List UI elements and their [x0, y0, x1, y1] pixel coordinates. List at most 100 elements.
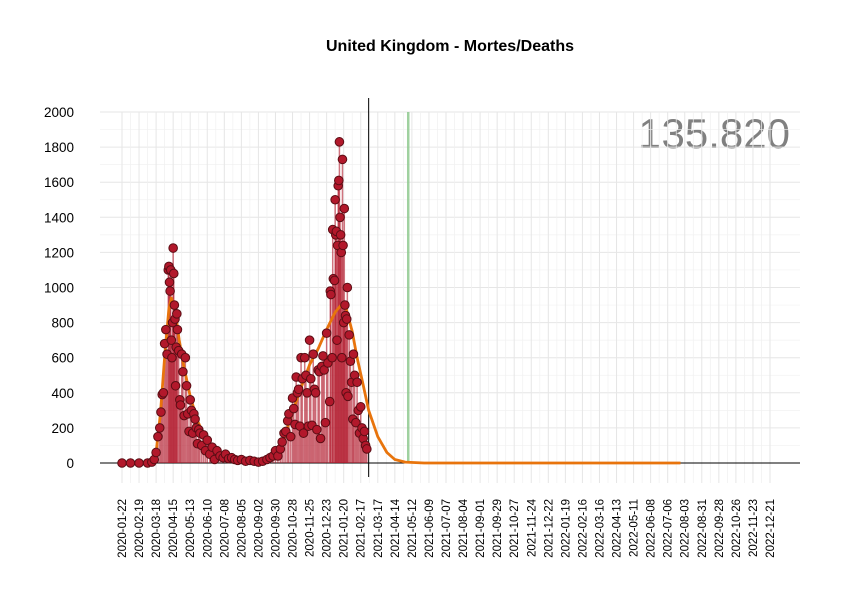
daily-death-point	[332, 335, 342, 345]
daily-death-point	[312, 424, 322, 435]
daily-death-point	[172, 324, 183, 335]
daily-death-point	[304, 335, 315, 345]
y-tick-label: 0	[66, 456, 74, 471]
total-deaths-label: 135.820	[638, 110, 790, 157]
x-tick-label: 2021-12-22	[543, 499, 555, 558]
daily-death-point	[285, 431, 296, 442]
daily-death-point	[166, 335, 177, 345]
daily-death-point	[339, 203, 350, 214]
daily-death-point	[335, 230, 346, 240]
daily-death-point	[153, 431, 163, 442]
daily-death-point	[169, 300, 180, 310]
daily-death-point	[334, 175, 344, 186]
daily-death-point	[151, 447, 161, 458]
daily-death-point	[277, 437, 287, 447]
daily-death-point	[342, 282, 353, 293]
x-tick-label: 2020-08-05	[236, 499, 248, 558]
daily-death-point	[164, 277, 175, 288]
daily-death-point	[329, 275, 340, 286]
y-tick-label: 400	[51, 386, 74, 401]
x-tick-label: 2020-06-10	[202, 499, 214, 558]
daily-death-point	[334, 137, 345, 147]
x-tick-label: 2022-01-19	[560, 499, 572, 558]
y-tick-label: 1000	[44, 281, 74, 296]
daily-death-point	[344, 330, 354, 340]
y-tick-label: 1400	[44, 210, 74, 225]
x-tick-label: 2022-07-06	[663, 499, 675, 558]
x-tick-label: 2020-01-22	[117, 499, 129, 558]
daily-death-point	[362, 444, 372, 454]
daily-death-point	[202, 435, 213, 445]
daily-death-point	[359, 426, 370, 437]
daily-death-point	[299, 352, 310, 363]
x-tick-label: 2022-06-08	[646, 499, 658, 558]
y-tick-label: 200	[51, 421, 74, 436]
x-tick-label: 2022-04-13	[612, 499, 624, 558]
y-axis-ticks: 0 200 400 600 800 1000 1200 1400 1600 1800 2000	[44, 105, 74, 471]
x-tick-label: 2020-04-15	[168, 499, 180, 558]
x-tick-label: 2020-02-19	[134, 499, 146, 558]
x-tick-label: 2020-09-02	[253, 499, 265, 558]
x-tick-label: 2021-01-20	[339, 499, 351, 558]
daily-death-point	[351, 417, 361, 428]
x-tick-label: 2020-11-25	[305, 499, 317, 557]
daily-death-point	[321, 328, 332, 338]
x-tick-label: 2021-03-17	[373, 499, 385, 558]
daily-death-point	[337, 352, 347, 363]
daily-death-point	[341, 314, 352, 324]
daily-death-point	[172, 309, 182, 319]
daily-death-point	[310, 388, 321, 398]
y-tick-label: 1200	[44, 245, 74, 260]
y-tick-label: 1800	[44, 140, 74, 155]
daily-death-point	[180, 352, 191, 363]
daily-death-point	[167, 352, 177, 363]
x-tick-label: 2021-10-27	[509, 499, 521, 558]
daily-death-point	[330, 194, 340, 205]
daily-death-point	[298, 428, 309, 438]
x-tick-label: 2021-05-12	[407, 499, 419, 558]
x-tick-label: 2022-11-23	[748, 499, 760, 557]
daily-death-point	[305, 373, 316, 384]
daily-death-point	[158, 388, 169, 398]
x-tick-label: 2021-08-04	[458, 498, 470, 557]
daily-death-point	[170, 380, 181, 391]
daily-death-point	[335, 212, 345, 223]
daily-death-point	[125, 458, 136, 468]
daily-death-point	[165, 286, 175, 296]
x-tick-label: 2022-05-11	[629, 499, 641, 557]
x-tick-label: 2021-07-07	[441, 499, 453, 558]
x-tick-label: 2021-09-01	[475, 499, 487, 558]
daily-death-point	[181, 380, 192, 391]
daily-death-point	[156, 407, 166, 417]
daily-points-series	[117, 137, 372, 468]
x-tick-label: 2020-12-23	[322, 499, 334, 558]
grid-lines	[100, 111, 800, 483]
daily-death-point	[154, 423, 165, 433]
daily-death-point	[343, 391, 353, 402]
x-tick-label: 2022-02-16	[577, 499, 589, 558]
daily-death-point	[320, 417, 331, 428]
x-tick-label: 2021-04-14	[390, 498, 402, 557]
daily-death-point	[293, 384, 304, 395]
x-tick-label: 2022-08-31	[697, 499, 709, 558]
x-tick-label: 2020-07-08	[219, 499, 231, 558]
daily-death-point	[318, 351, 328, 361]
daily-death-point	[348, 349, 359, 359]
daily-death-point	[308, 349, 319, 359]
daily-death-point	[315, 433, 326, 444]
x-tick-label: 2020-10-28	[288, 499, 300, 558]
y-tick-label: 600	[51, 351, 74, 366]
daily-death-point	[288, 403, 299, 414]
daily-death-point	[324, 396, 335, 407]
chart-title: United Kingdom - Mortes/Deaths	[325, 38, 574, 55]
y-tick-label: 2000	[44, 105, 74, 120]
x-tick-label: 2022-10-26	[731, 499, 743, 558]
daily-death-point	[178, 366, 188, 377]
x-tick-label: 2021-09-29	[492, 499, 504, 558]
x-tick-label: 2021-06-09	[424, 499, 436, 558]
x-tick-label: 2020-05-13	[185, 499, 197, 558]
x-tick-label: 2020-09-30	[270, 499, 282, 558]
daily-death-point	[327, 352, 337, 363]
daily-death-point	[168, 243, 178, 253]
daily-death-point	[355, 402, 366, 412]
